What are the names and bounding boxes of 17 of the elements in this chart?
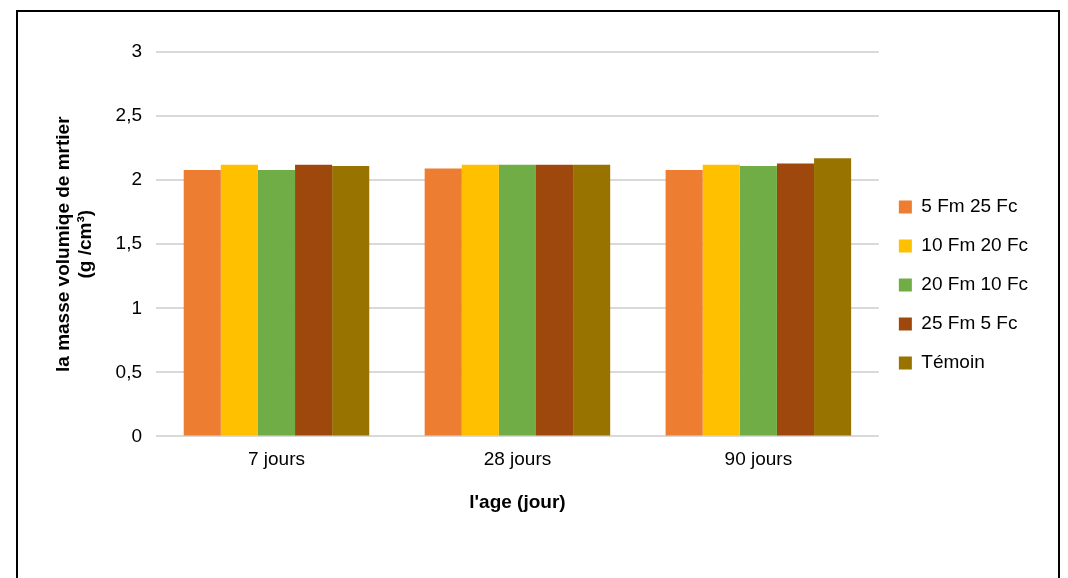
y-tick-label: 0 (131, 424, 143, 446)
y-tick-label: 3 (131, 40, 143, 62)
y-tick-label: 0,5 (115, 360, 143, 382)
y-tick-label: 2 (131, 168, 143, 190)
y-tick-label: 2,5 (115, 104, 143, 126)
legend-label: 5 Fm 25 Fc (921, 195, 1018, 217)
legend-label: 10 Fm 20 Fc (921, 234, 1029, 256)
y-tick-label: 1,5 (115, 232, 143, 254)
legend-label: 25 Fm 5 Fc (921, 312, 1018, 334)
y-tick-label: 1 (131, 296, 143, 318)
legend-label: 20 Fm 10 Fc (921, 273, 1029, 295)
x-tick-label: 7 jours (247, 448, 305, 470)
legend-label: Témoin (921, 351, 985, 373)
x-tick-label: 28 jours (483, 448, 552, 470)
x-tick-label: 90 jours (724, 448, 793, 470)
y-axis-title: la masse volumiqe de mrtier (g /cm³) (51, 115, 96, 372)
x-axis-title: l'age (jour) (469, 490, 566, 512)
